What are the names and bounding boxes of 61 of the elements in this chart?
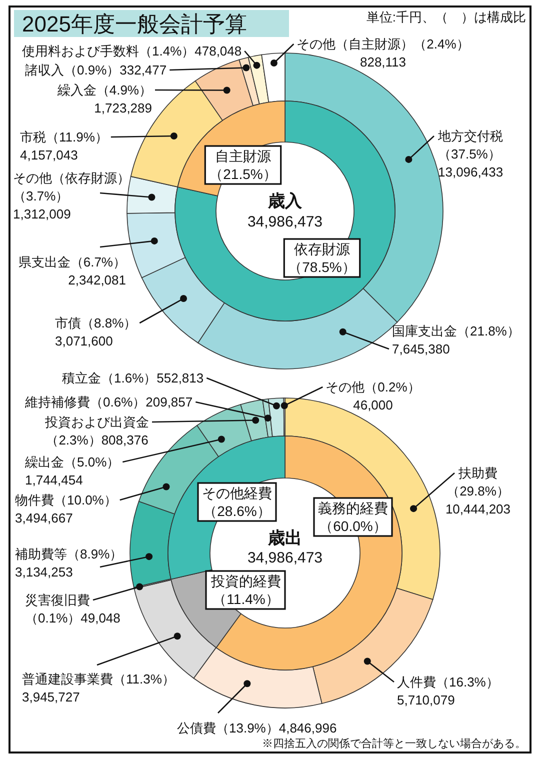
text: 34,986,473	[247, 550, 323, 566]
data-label: 1,312,009	[13, 206, 71, 222]
data-label: 5,710,079	[397, 692, 455, 708]
data-label: 13,096,433	[438, 164, 504, 180]
label: 投資および出資金（2.3%）808,376	[45, 414, 260, 448]
label: その他（依存財源）（3.7%） 1,312,009	[13, 170, 156, 222]
slice-label: 使用料および手数料（1.4%）478,048	[22, 44, 242, 58]
chart-subtitle: 単位:千円、（ ）は構成比	[366, 10, 526, 24]
slice-label: 繰入金（4.9%）	[56, 82, 152, 98]
label: 市債（8.8%） 3,071,600	[55, 295, 188, 348]
data-label: 828,113	[360, 54, 406, 70]
slice-label: 市債（8.8%）	[55, 316, 137, 330]
ring-label: 義務的経費（60.0%）	[313, 497, 393, 537]
label: 災害復旧費（0.1%）49,048	[25, 583, 144, 626]
ring-label: 自主財源（21.5%）	[204, 145, 282, 185]
label: 扶助費（29.8%） 10,444,203	[410, 466, 511, 516]
slice-label: 地方交付税（37.5%）	[437, 128, 503, 162]
chart-title: 2025年度一般会計予算	[22, 12, 247, 36]
slice-label: 公債費（13.9%）4,846,996	[177, 720, 337, 736]
data-label: 3,494,667	[15, 510, 73, 526]
slice-label: 積立金（1.6%）552,813	[62, 370, 204, 386]
label: 国庫支出金（21.8%） 7,645,380	[339, 324, 520, 356]
label: 人件費（16.3%） 5,710,079	[364, 658, 499, 708]
text: 34,986,473	[247, 214, 323, 230]
data-label: 1,723,289	[94, 100, 152, 116]
slice-label: その他（依存財源）（3.7%）	[13, 170, 130, 204]
text: 歳出	[267, 528, 302, 548]
data-label: 3,071,600	[55, 334, 113, 348]
ring-label: その他経費（28.6%）	[197, 482, 277, 522]
data-label: 3,134,253	[15, 564, 73, 580]
slice-label: 国庫支出金（21.8%）	[392, 324, 520, 338]
label: 繰入金（4.9%） 1,723,289	[57, 82, 230, 116]
slice-label: 物件費（10.0%）	[15, 492, 117, 508]
slice-label: 普通建設事業費（11.3%）	[22, 672, 175, 686]
data-label: 3,945,727	[22, 690, 80, 704]
label: その他（自主財源）（2.4%） 828,113	[270, 36, 470, 70]
text: 歳入	[267, 192, 303, 210]
slice-label: 市税（11.9%）	[20, 130, 108, 144]
data-label: 46,000	[353, 398, 393, 412]
label: 市税（11.9%） 4,157,043	[20, 130, 178, 162]
slice-label: 繰出金（5.0%）	[24, 454, 120, 470]
label: 地方交付税（37.5%） 13,096,433	[405, 128, 504, 180]
label: その他（0.2%） 46,000	[280, 380, 420, 412]
label: 県支出金（6.7%） 2,342,081	[18, 237, 158, 288]
slice-label: 投資および出資金（2.3%）808,376	[44, 414, 149, 448]
data-label: 7,645,380	[392, 342, 450, 356]
data-label: 4,157,043	[20, 148, 78, 162]
ring-label: 投資的経費（11.4%）	[205, 570, 286, 610]
text: ※四捨五入の関係で合計等と一致しない場合がある。	[262, 737, 526, 750]
slice-label: その他（自主財源）（2.4%）	[296, 36, 470, 52]
slice-label: 県支出金（6.7%）	[18, 254, 126, 270]
slice-label: 扶助費（29.8%）	[446, 466, 510, 498]
label: 補助費等（8.9%） 3,134,253	[15, 546, 153, 580]
data-label: 2,342,081	[68, 272, 126, 288]
slice-label: 災害復旧費（0.1%）49,048	[25, 592, 120, 626]
slice-label: 補助費等（8.9%）	[15, 546, 123, 562]
slice-label: その他（0.2%）	[326, 380, 420, 394]
slice-label: 維持補修費（0.6%）209,857	[24, 394, 193, 410]
ring-label: 依存財源（78.5%）	[283, 238, 361, 278]
slice-label: 人件費（16.3%）	[397, 674, 499, 690]
data-label: 10,444,203	[445, 502, 511, 516]
